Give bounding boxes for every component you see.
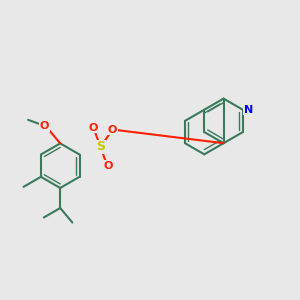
Text: O: O: [88, 123, 98, 133]
Text: O: O: [103, 161, 113, 171]
Text: N: N: [244, 105, 253, 115]
Text: S: S: [96, 140, 105, 153]
Text: O: O: [40, 121, 49, 131]
Text: O: O: [108, 124, 117, 135]
